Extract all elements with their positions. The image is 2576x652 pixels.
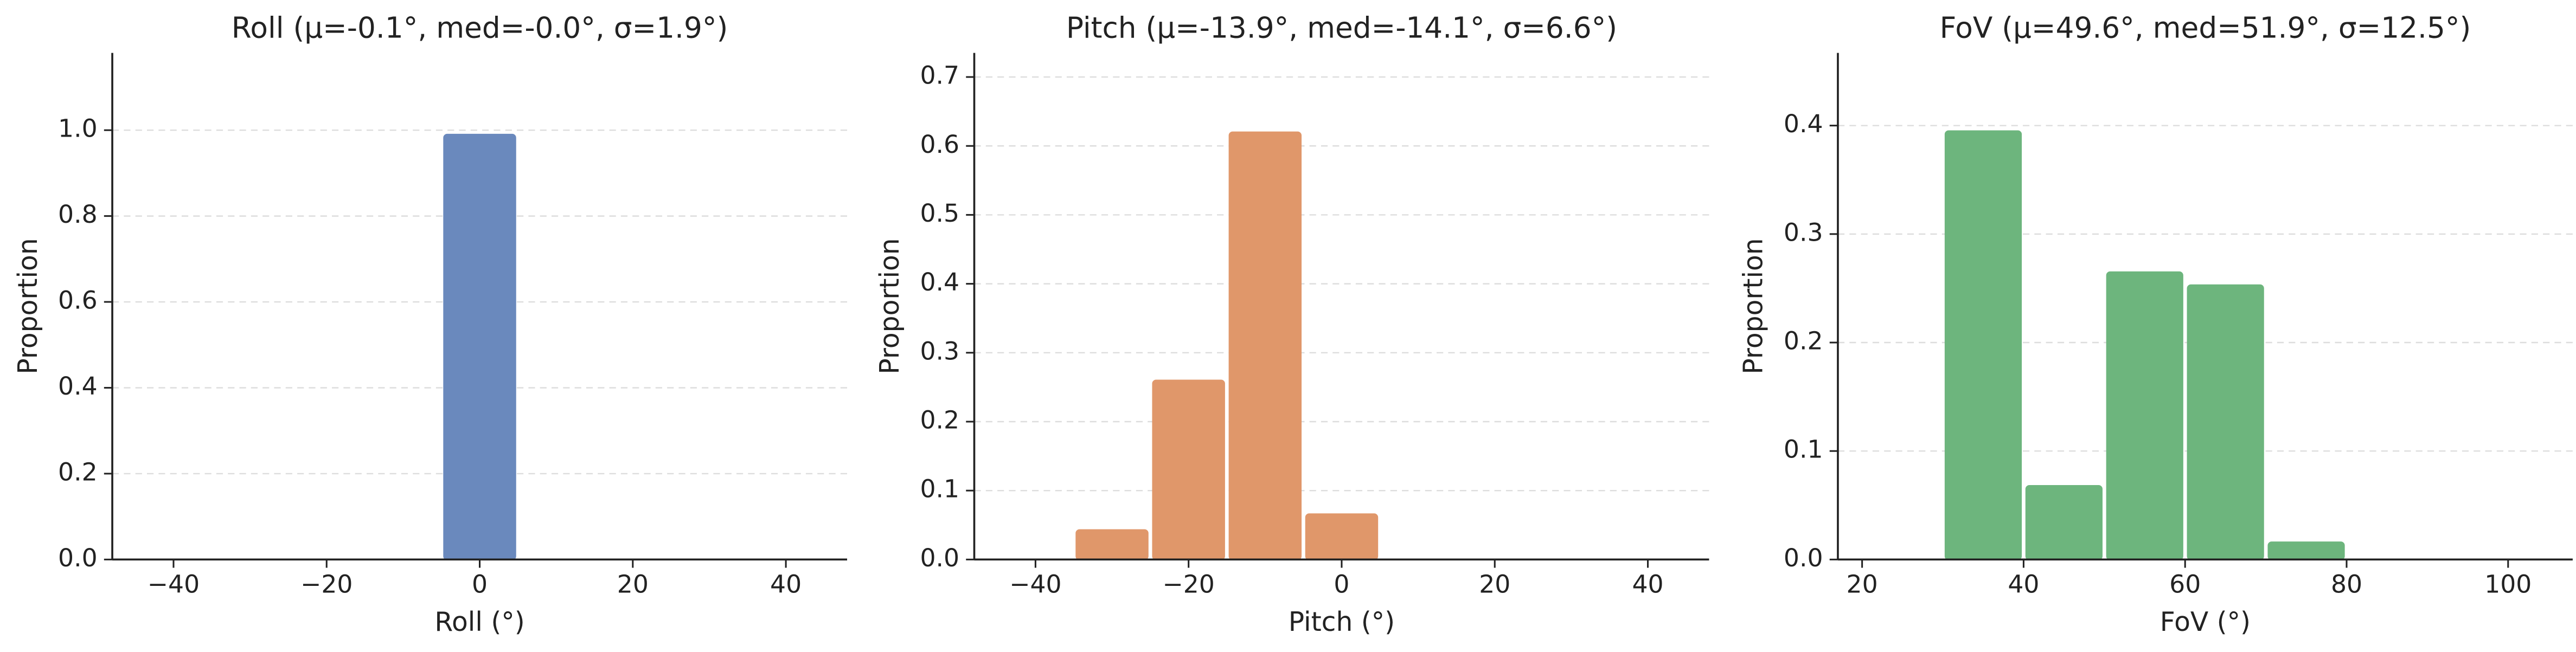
- y-axis-label: Proportion: [1739, 238, 1769, 374]
- bar: [1075, 529, 1149, 560]
- y-tick-label: 0.5: [920, 199, 959, 228]
- y-tick-label: 0.6: [58, 286, 98, 315]
- chart-title: FoV (μ=49.6°, med=51.9°, σ=12.5°): [1940, 11, 2471, 45]
- y-axis-label: Proportion: [875, 238, 905, 374]
- bar: [2025, 485, 2103, 560]
- x-tick-label: 80: [2331, 570, 2362, 599]
- x-tick-label: 0: [472, 570, 488, 599]
- bar: [1305, 513, 1379, 560]
- y-tick-label: 0.7: [920, 61, 959, 90]
- bar: [1228, 131, 1302, 560]
- x-axis-label: Pitch (°): [1289, 607, 1395, 637]
- x-tick-label: −20: [300, 570, 353, 599]
- y-tick-label: 0.3: [920, 337, 959, 365]
- y-tick-label: 0.4: [1784, 109, 1823, 138]
- y-tick-label: 0.0: [920, 544, 959, 572]
- bar: [2106, 271, 2183, 560]
- bar: [2267, 541, 2345, 560]
- x-tick-label: 40: [770, 570, 802, 599]
- x-tick-label: 20: [617, 570, 649, 599]
- bar: [1152, 379, 1225, 560]
- y-tick-label: 0.2: [58, 457, 98, 486]
- y-tick-label: 0.4: [58, 372, 98, 401]
- x-tick-label: −20: [1162, 570, 1214, 599]
- y-tick-label: 0.6: [920, 130, 959, 159]
- y-tick-label: 1.0: [58, 114, 98, 143]
- y-tick-label: 0.1: [1784, 435, 1823, 464]
- y-tick-label: 0.4: [920, 268, 959, 296]
- x-tick-label: 100: [2484, 570, 2532, 599]
- x-tick-label: 60: [2169, 570, 2201, 599]
- x-tick-label: 40: [2008, 570, 2039, 599]
- y-axis-label: Proportion: [13, 238, 43, 374]
- y-tick-label: 0.0: [58, 544, 98, 572]
- x-tick-label: 20: [1479, 570, 1510, 599]
- x-axis-label: FoV (°): [2160, 607, 2251, 637]
- y-tick-label: 0.2: [920, 405, 959, 434]
- x-tick-label: 40: [1632, 570, 1663, 599]
- y-tick-label: 0.8: [58, 200, 98, 229]
- bar: [1944, 130, 2022, 560]
- x-tick-label: 0: [1334, 570, 1349, 599]
- x-tick-label: 20: [1847, 570, 1878, 599]
- y-tick-label: 0.2: [1784, 327, 1823, 356]
- x-tick-label: −40: [1009, 570, 1061, 599]
- chart-title: Pitch (μ=-13.9°, med=-14.1°, σ=6.6°): [1066, 11, 1617, 45]
- bar: [2187, 284, 2264, 560]
- bar: [443, 133, 516, 560]
- y-tick-label: 0.0: [1784, 544, 1823, 572]
- x-tick-label: −40: [148, 570, 200, 599]
- x-axis-label: Roll (°): [434, 607, 524, 637]
- y-tick-label: 0.1: [920, 475, 959, 503]
- y-tick-label: 0.3: [1784, 218, 1823, 247]
- chart-title: Roll (μ=-0.1°, med=-0.0°, σ=1.9°): [232, 11, 728, 45]
